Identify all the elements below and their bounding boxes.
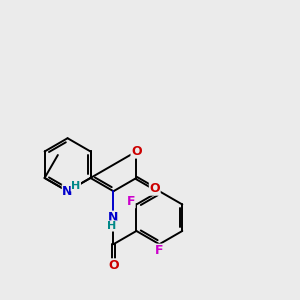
Text: O: O xyxy=(149,182,160,195)
Text: H: H xyxy=(107,221,117,231)
Text: N: N xyxy=(62,185,73,198)
Text: F: F xyxy=(155,244,164,257)
Text: F: F xyxy=(127,195,135,208)
Text: O: O xyxy=(131,145,142,158)
Text: N: N xyxy=(108,211,118,224)
Text: O: O xyxy=(108,259,119,272)
Text: H: H xyxy=(71,181,80,191)
